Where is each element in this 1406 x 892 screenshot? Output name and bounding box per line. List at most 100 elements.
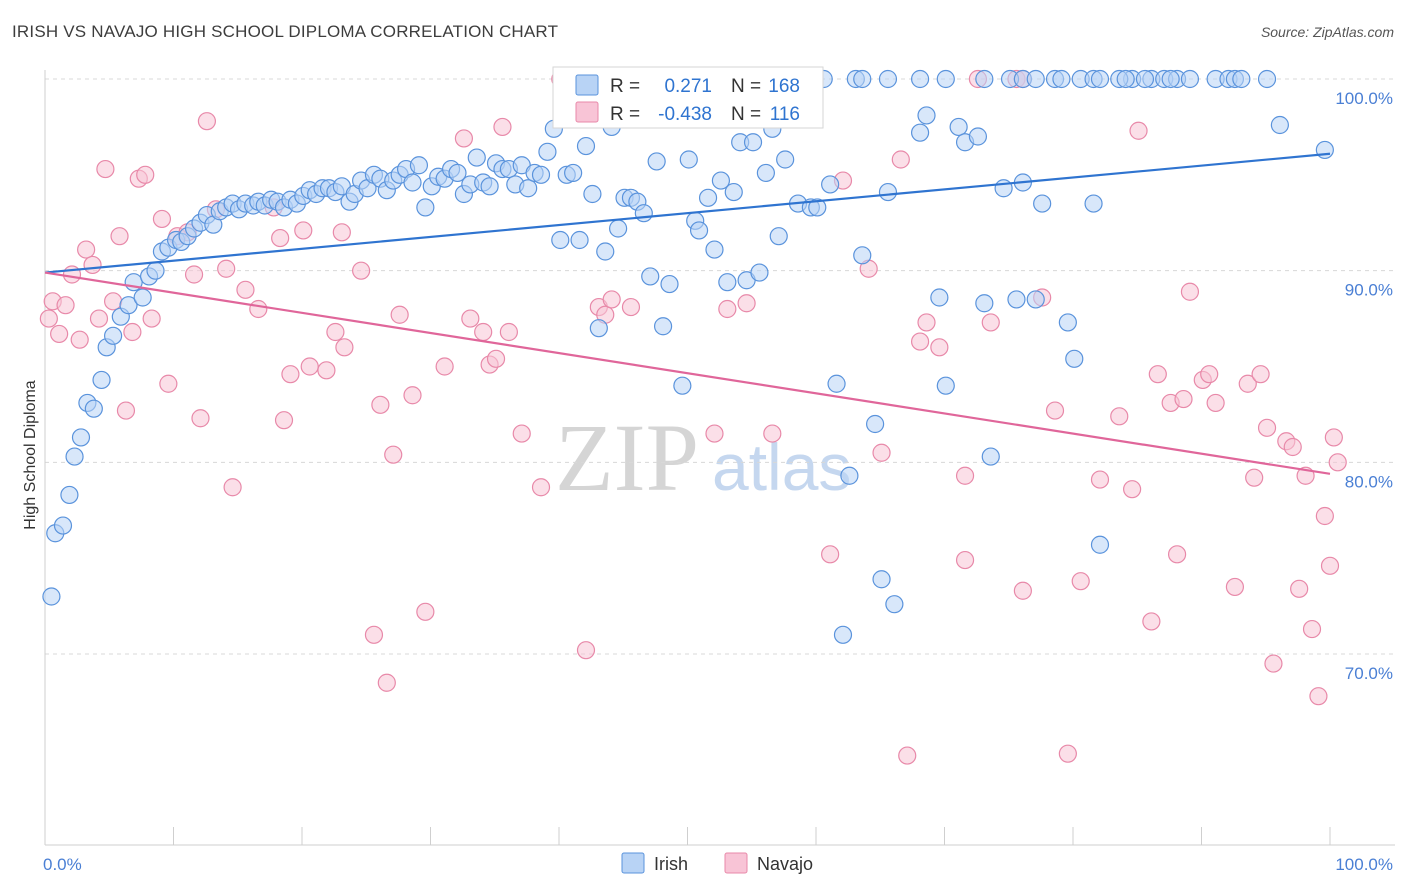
irish-point <box>968 127 988 146</box>
navajo-point <box>1167 545 1187 564</box>
irish-point <box>885 595 904 614</box>
navajo-point <box>217 259 236 278</box>
grid-lines <box>45 78 1395 655</box>
navajo-point <box>142 309 161 328</box>
legend-navajo-swatch <box>724 852 748 874</box>
irish-point <box>1161 69 1180 89</box>
irish-trend-line <box>44 152 1331 274</box>
stats-irish-n-label: N = <box>731 76 761 97</box>
irish-point <box>821 175 840 194</box>
navajo-point <box>1174 389 1193 409</box>
navajo-point <box>1283 437 1302 457</box>
navajo-point <box>223 478 242 497</box>
navajo-point <box>416 602 435 621</box>
navajo-point <box>435 357 454 376</box>
navajo-point <box>499 322 518 342</box>
irish-point <box>1135 69 1155 89</box>
navajo-point <box>39 309 58 328</box>
navajo-point <box>371 395 390 414</box>
navajo-point <box>104 292 123 311</box>
irish-point <box>133 288 152 307</box>
irish-point <box>564 163 583 183</box>
navajo-point <box>300 357 319 376</box>
watermark: ZIP atlas <box>555 404 851 511</box>
irish-point <box>60 485 79 505</box>
navajo-point <box>486 349 506 368</box>
navajo-point <box>110 227 129 246</box>
navajo-point <box>1309 687 1328 706</box>
navajo-point <box>390 305 409 324</box>
x-tick-labels: 0.0% 100.0% <box>43 855 1393 874</box>
navajo-point <box>1264 654 1283 673</box>
chart-source: Source: ZipAtlas.com <box>1260 24 1394 40</box>
navajo-point <box>1206 393 1225 413</box>
irish-point <box>416 198 435 217</box>
navajo-point <box>461 309 480 328</box>
irish-point <box>936 69 955 89</box>
navajo-point <box>184 265 204 284</box>
navajo-point <box>981 313 1000 332</box>
stats-navajo-n-label: N = <box>731 104 761 125</box>
irish-point <box>1052 69 1071 89</box>
navajo-point <box>70 330 89 349</box>
irish-point <box>1065 349 1084 368</box>
y-tick-label: 80.0% <box>1345 472 1393 491</box>
irish-points <box>42 69 1334 644</box>
y-axis-label: High School Diploma <box>22 380 39 530</box>
navajo-point <box>872 443 891 462</box>
y-tick-label: 100.0% <box>1335 89 1393 108</box>
irish-point <box>981 447 1000 466</box>
irish-point <box>576 136 596 156</box>
stats-irish-n-value: 168 <box>768 76 800 97</box>
legend-navajo-label: Navajo <box>757 854 813 874</box>
navajo-point <box>1045 401 1065 420</box>
navajo-point <box>1200 365 1219 384</box>
navajo-point <box>474 322 493 342</box>
irish-point <box>975 69 994 89</box>
navajo-point <box>1315 506 1334 526</box>
irish-point <box>878 182 898 202</box>
irish-point <box>705 240 724 259</box>
navajo-point <box>1238 374 1257 393</box>
navajo-point <box>326 322 345 342</box>
legend-irish-label: Irish <box>654 854 688 874</box>
navajo-point <box>197 112 217 131</box>
stats-irish-r-label: R = <box>610 76 640 97</box>
stats-navajo-r-label: R = <box>610 104 640 125</box>
x-tick-label: 100.0% <box>1335 855 1393 874</box>
navajo-point <box>294 221 313 240</box>
irish-point <box>866 414 885 434</box>
navajo-point <box>1328 453 1347 472</box>
irish-point <box>84 399 103 418</box>
navajo-point <box>1302 619 1322 639</box>
navajo-point <box>910 332 930 351</box>
legend-irish-swatch <box>621 852 645 874</box>
irish-point <box>1033 194 1052 213</box>
navajo-point <box>136 165 155 184</box>
irish-point <box>42 587 61 606</box>
navajo-point <box>930 338 949 357</box>
navajo-point <box>274 411 294 430</box>
navajo-point <box>50 324 69 344</box>
navajo-point <box>352 261 371 280</box>
navajo-point <box>89 309 109 328</box>
navajo-point <box>512 424 531 443</box>
chart-title: IRISH VS NAVAJO HIGH SCHOOL DIPLOMA CORR… <box>12 22 559 41</box>
irish-point <box>146 261 165 280</box>
navajo-point <box>705 424 724 443</box>
irish-point <box>119 296 138 315</box>
irish-point <box>653 317 673 336</box>
irish-point <box>743 133 763 152</box>
navajo-point <box>281 365 300 384</box>
irish-point <box>104 326 123 345</box>
irish-point <box>910 69 930 89</box>
irish-point <box>872 570 891 589</box>
navajo-point <box>1324 428 1343 447</box>
y-tick-label: 70.0% <box>1345 664 1393 683</box>
navajo-point <box>96 159 115 179</box>
irish-point <box>448 163 467 183</box>
navajo-point <box>403 386 422 405</box>
irish-point <box>750 263 769 282</box>
navajo-point <box>1142 612 1161 631</box>
navajo-point <box>1090 470 1110 489</box>
